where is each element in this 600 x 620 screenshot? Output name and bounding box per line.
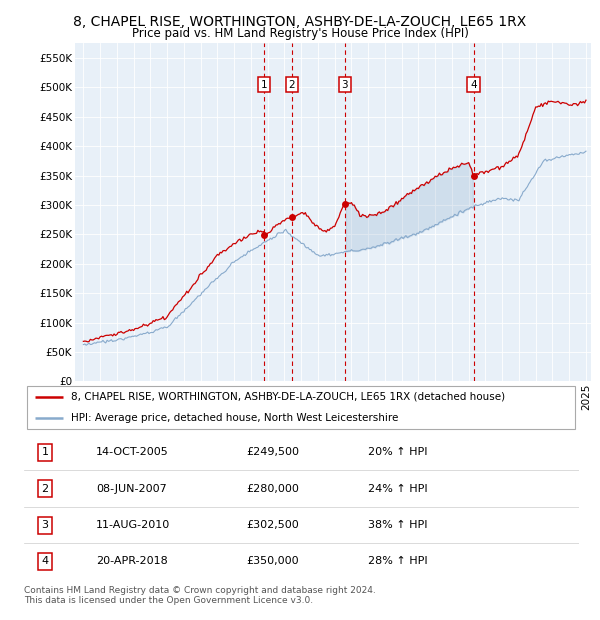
Text: Contains HM Land Registry data © Crown copyright and database right 2024.: Contains HM Land Registry data © Crown c… bbox=[24, 586, 376, 595]
Text: 3: 3 bbox=[41, 520, 49, 530]
Text: 1: 1 bbox=[261, 79, 268, 89]
Text: This data is licensed under the Open Government Licence v3.0.: This data is licensed under the Open Gov… bbox=[24, 596, 313, 606]
Text: 08-JUN-2007: 08-JUN-2007 bbox=[96, 484, 167, 494]
Text: 24% ↑ HPI: 24% ↑ HPI bbox=[368, 484, 428, 494]
Text: £249,500: £249,500 bbox=[246, 447, 299, 457]
Text: 2: 2 bbox=[289, 79, 295, 89]
Text: 8, CHAPEL RISE, WORTHINGTON, ASHBY-DE-LA-ZOUCH, LE65 1RX: 8, CHAPEL RISE, WORTHINGTON, ASHBY-DE-LA… bbox=[73, 16, 527, 30]
Text: 38% ↑ HPI: 38% ↑ HPI bbox=[368, 520, 428, 530]
Text: 2: 2 bbox=[41, 484, 49, 494]
Text: 11-AUG-2010: 11-AUG-2010 bbox=[96, 520, 170, 530]
FancyBboxPatch shape bbox=[27, 386, 575, 429]
Text: 28% ↑ HPI: 28% ↑ HPI bbox=[368, 557, 428, 567]
Text: £302,500: £302,500 bbox=[246, 520, 299, 530]
Text: 1: 1 bbox=[41, 447, 49, 457]
Text: 3: 3 bbox=[341, 79, 348, 89]
Text: 4: 4 bbox=[41, 557, 49, 567]
Text: 14-OCT-2005: 14-OCT-2005 bbox=[96, 447, 169, 457]
Text: £280,000: £280,000 bbox=[246, 484, 299, 494]
Text: £350,000: £350,000 bbox=[246, 557, 299, 567]
Text: Price paid vs. HM Land Registry's House Price Index (HPI): Price paid vs. HM Land Registry's House … bbox=[131, 27, 469, 40]
Text: 8, CHAPEL RISE, WORTHINGTON, ASHBY-DE-LA-ZOUCH, LE65 1RX (detached house): 8, CHAPEL RISE, WORTHINGTON, ASHBY-DE-LA… bbox=[71, 392, 505, 402]
Text: 4: 4 bbox=[470, 79, 477, 89]
Text: 20% ↑ HPI: 20% ↑ HPI bbox=[368, 447, 428, 457]
Text: 20-APR-2018: 20-APR-2018 bbox=[96, 557, 168, 567]
Text: HPI: Average price, detached house, North West Leicestershire: HPI: Average price, detached house, Nort… bbox=[71, 414, 398, 423]
